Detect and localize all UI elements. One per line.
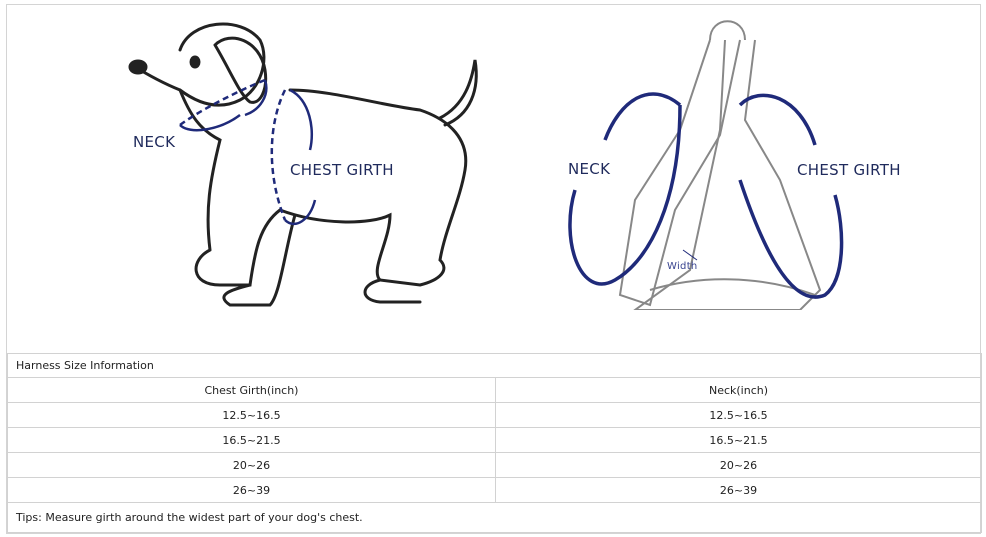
dog-back-leg xyxy=(363,278,422,304)
dog-front-leg xyxy=(222,213,297,307)
table-row: 12.5~16.5 12.5~16.5 xyxy=(7,402,982,428)
harness-ring xyxy=(709,20,746,41)
table-header-row: Chest Girth(inch) Neck(inch) xyxy=(7,377,982,403)
cell-chest: 12.5~16.5 xyxy=(7,402,496,428)
header-chest-girth: Chest Girth(inch) xyxy=(7,377,496,403)
dog-tail xyxy=(438,59,478,127)
dog-illustration xyxy=(128,22,478,307)
chest-arrow-bottom xyxy=(738,179,844,299)
width-arrow xyxy=(682,249,698,261)
dog-eye xyxy=(189,55,201,69)
cell-chest: 26~39 xyxy=(7,477,496,503)
neck-arrow-bottom xyxy=(568,104,682,286)
chest-arrow xyxy=(284,88,317,226)
dog-nose xyxy=(128,59,148,75)
dog-neck-label: NECK xyxy=(133,133,176,151)
chest-arrow-top xyxy=(738,93,817,146)
cell-chest: 16.5~21.5 xyxy=(7,427,496,453)
table-title: Harness Size Information xyxy=(7,353,982,378)
harness-chest-label: CHEST GIRTH xyxy=(797,161,901,179)
cell-neck: 26~39 xyxy=(495,477,982,503)
cell-chest: 20~26 xyxy=(7,452,496,478)
image-frame xyxy=(6,4,981,534)
table-row: 16.5~21.5 16.5~21.5 xyxy=(7,427,982,453)
cell-neck: 16.5~21.5 xyxy=(495,427,982,453)
harness-illustration xyxy=(568,20,844,310)
dog-body xyxy=(178,88,468,287)
harness-neck-label: NECK xyxy=(568,160,611,178)
size-table: Harness Size Information Chest Girth(inc… xyxy=(7,353,982,533)
tips-text: Tips: Measure girth around the widest pa… xyxy=(7,502,982,533)
table-row: 26~39 26~39 xyxy=(7,477,982,503)
dog-chest-label: CHEST GIRTH xyxy=(290,161,394,179)
harness-width-label: Width xyxy=(667,261,698,272)
table-row: 20~26 20~26 xyxy=(7,452,982,478)
neck-arrow-top xyxy=(603,92,682,141)
harness-strap-right xyxy=(633,39,822,310)
cell-neck: 20~26 xyxy=(495,452,982,478)
neck-arrow xyxy=(179,79,268,132)
chest-measure-line xyxy=(270,89,287,221)
cell-neck: 12.5~16.5 xyxy=(495,402,982,428)
harness-strap-left xyxy=(618,39,741,307)
dog-head xyxy=(130,22,266,107)
header-neck: Neck(inch) xyxy=(495,377,982,403)
dog-ear xyxy=(213,36,268,104)
